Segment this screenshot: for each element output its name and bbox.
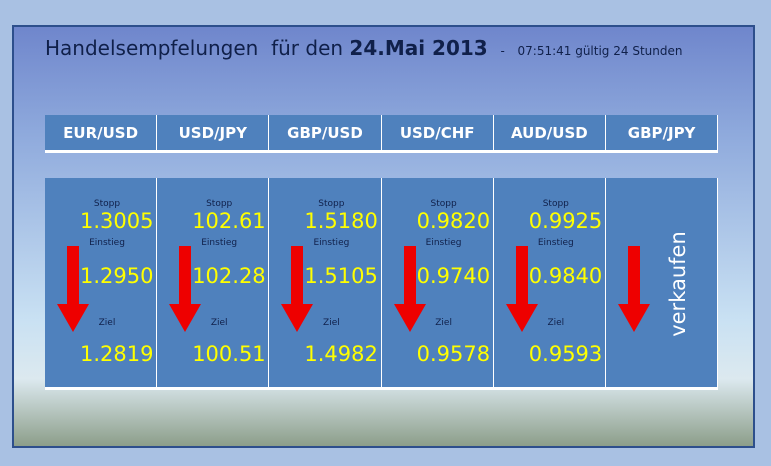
arrow [169, 246, 202, 332]
entry-value: 1.2950 [80, 264, 154, 288]
target-label: Ziel [435, 318, 452, 328]
stop-label: Stopp [206, 199, 233, 209]
cell: Stopp 0.9925 Einstieg 0.9840 Ziel 0.9593 [493, 178, 606, 390]
title-date: 24.Mai 2013 [349, 36, 488, 60]
cell: Stopp 0.9820 Einstieg 0.9740 Ziel 0.9578 [381, 178, 494, 390]
stop-label: Stopp [430, 199, 457, 209]
arrow [618, 246, 650, 332]
arrow [505, 246, 538, 332]
action: verkaufen [666, 231, 690, 337]
cell: Stopp 1.3005 Einstieg 1.2950 Ziel 1.2819 [45, 178, 158, 390]
arrow [57, 246, 89, 332]
target-value: 100.51 [192, 342, 266, 366]
column-header: GBP/USD [269, 115, 382, 153]
column-header: GBP/JPY [606, 115, 719, 153]
entry-value: 102.28 [192, 264, 266, 288]
entry-label: Einstieg [425, 238, 462, 248]
title: Handelsempfelungen für den 24.Mai 2013 -… [45, 36, 682, 60]
entry-value: 0.9740 [416, 264, 491, 288]
entry-value: 1.5105 [304, 264, 378, 288]
target-value: 1.4982 [304, 342, 378, 366]
arrow [393, 246, 426, 332]
target-value: 0.9593 [528, 342, 603, 366]
title-text: Handelsempfelungen für den [45, 36, 344, 60]
stop-label: Stopp [542, 199, 569, 209]
column-header: USD/JPY [157, 115, 270, 153]
target-label: Ziel [210, 318, 228, 328]
entry-label: Einstieg [89, 238, 125, 248]
target-label: Ziel [98, 318, 116, 328]
cell: Stopp 1.5180 Einstieg 1.5105 Ziel 1.4982 [269, 178, 382, 390]
entry-label: Einstieg [313, 238, 350, 248]
separator: - [500, 44, 505, 58]
target-label: Ziel [323, 318, 340, 328]
column-header: EUR/USD [45, 115, 158, 153]
entry-value: 0.9840 [528, 264, 603, 288]
entry-label: Einstieg [201, 238, 238, 248]
cell: Stopp 102.61 Einstieg 102.28 Ziel 100.51 [157, 178, 270, 390]
cell: verkaufen [606, 178, 719, 390]
stop-value: 1.5180 [304, 209, 378, 233]
arrow [281, 246, 314, 332]
column-header: AUD/USD [493, 115, 606, 153]
stop-label: Stopp [93, 199, 121, 209]
time: 07:51:41 gültig 24 Stunden [517, 44, 683, 58]
entry-label: Einstieg [537, 238, 574, 248]
stop-value: 1.3005 [80, 209, 154, 233]
target-value: 1.2819 [80, 342, 154, 366]
column-header: USD/CHF [381, 115, 494, 153]
stop-value: 0.9925 [528, 209, 603, 233]
target-label: Ziel [547, 318, 565, 328]
target-value: 0.9578 [416, 342, 491, 366]
stop-label: Stopp [318, 199, 345, 209]
stop-value: 102.61 [192, 209, 266, 233]
stop-value: 0.9820 [416, 209, 491, 233]
